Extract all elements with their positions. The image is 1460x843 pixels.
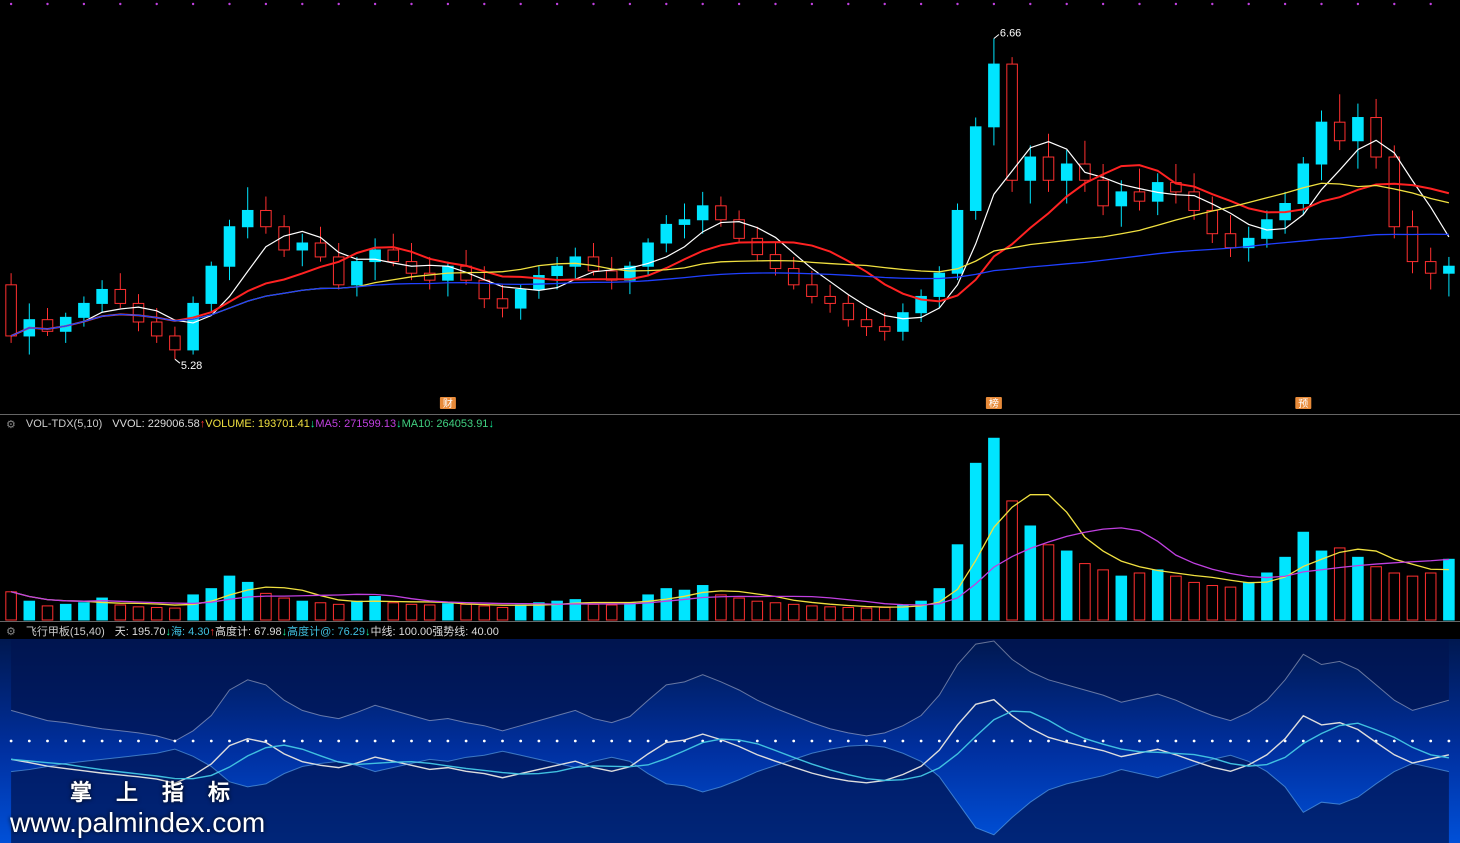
vol-gear-icon[interactable]: ⚙ <box>6 418 16 431</box>
volume-indicator-name: VOL-TDX(5,10) <box>26 418 102 430</box>
indicator-header: ⚙ 飞行甲板(15,40) 天: 195.70↓海: 4.30↑高度计: 67.… <box>0 623 1460 639</box>
indicator-header-item: 高度计@: 76.29↓ <box>287 626 370 638</box>
candlestick-panel[interactable]: 6.66 5.28 财 榜 预 <box>0 0 1460 415</box>
indicator-header-item: 中线: 100.00 <box>370 626 432 638</box>
volume-header-item: MA10: 264053.91↓ <box>402 418 494 430</box>
svg-text:财: 财 <box>443 397 453 410</box>
indicator-header-item: 高度计: 67.98↓ <box>215 626 287 638</box>
svg-text:5.28: 5.28 <box>181 360 202 372</box>
indicator-header-item: 海: 4.30↑ <box>171 626 215 638</box>
volume-panel[interactable]: ⚙ VOL-TDX(5,10) VVOL: 229006.58↑VOLUME: … <box>0 416 1460 622</box>
ind-gear-icon[interactable]: ⚙ <box>6 625 16 638</box>
svg-text:预: 预 <box>1298 398 1308 410</box>
svg-text:榜: 榜 <box>989 397 999 410</box>
indicator-name: 飞行甲板(15,40) <box>26 623 105 639</box>
volume-header-item: MA5: 271599.13↓ <box>315 418 401 430</box>
indicator-header-item: 天: 195.70↓ <box>115 626 171 638</box>
volume-header-item: VVOL: 229006.58↑ <box>112 418 205 430</box>
volume-header: ⚙ VOL-TDX(5,10) VVOL: 229006.58↑VOLUME: … <box>0 416 1460 432</box>
indicator-header-item: 强势线: 40.00 <box>432 626 499 638</box>
volume-header-item: VOLUME: 193701.41↓ <box>205 418 315 430</box>
svg-text:6.66: 6.66 <box>1000 28 1021 40</box>
indicator-panel[interactable]: ⚙ 飞行甲板(15,40) 天: 195.70↓海: 4.30↑高度计: 67.… <box>0 623 1460 843</box>
